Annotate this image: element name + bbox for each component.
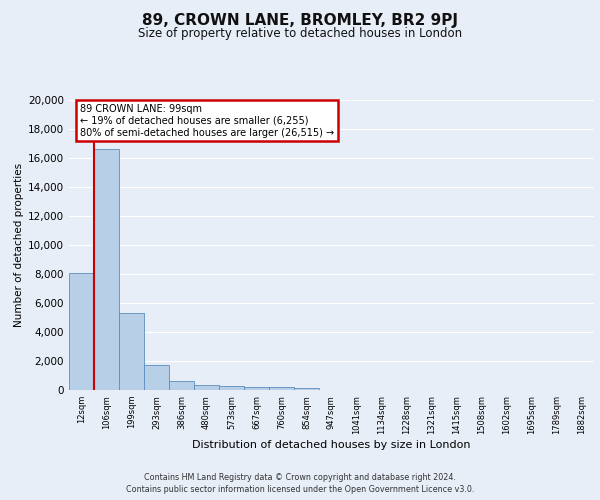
Bar — [269, 387, 294, 390]
Bar — [244, 387, 269, 390]
Bar — [119, 313, 144, 390]
Text: 89, CROWN LANE, BROMLEY, BR2 9PJ: 89, CROWN LANE, BROMLEY, BR2 9PJ — [142, 12, 458, 28]
Bar — [94, 150, 119, 390]
Bar — [144, 364, 169, 390]
Bar — [219, 386, 244, 390]
Text: Size of property relative to detached houses in London: Size of property relative to detached ho… — [138, 28, 462, 40]
Bar — [169, 380, 194, 390]
Bar — [294, 388, 319, 390]
Text: 89 CROWN LANE: 99sqm
← 19% of detached houses are smaller (6,255)
80% of semi-de: 89 CROWN LANE: 99sqm ← 19% of detached h… — [79, 104, 334, 138]
X-axis label: Distribution of detached houses by size in London: Distribution of detached houses by size … — [192, 440, 471, 450]
Bar — [194, 385, 219, 390]
Text: Contains HM Land Registry data © Crown copyright and database right 2024.
Contai: Contains HM Land Registry data © Crown c… — [126, 472, 474, 494]
Bar — [69, 272, 94, 390]
Y-axis label: Number of detached properties: Number of detached properties — [14, 163, 24, 327]
